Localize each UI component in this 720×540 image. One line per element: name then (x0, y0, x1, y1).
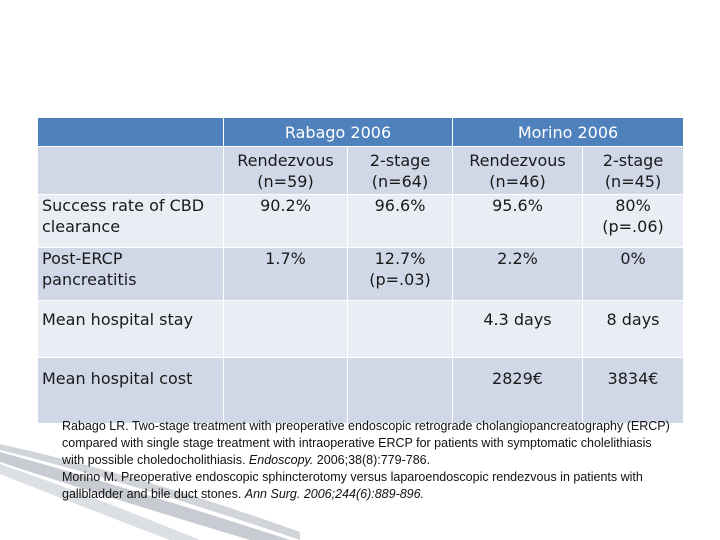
table-cell: 2829€ (452, 357, 583, 424)
table-cell: 96.6% (347, 194, 453, 248)
reference-citation: 2006;38(8):779-786. (313, 453, 431, 467)
sub-header-cell: Rendezvous (n=46) (452, 146, 583, 195)
reference-journal: Ann Surg. 2006;244(6):889-896. (244, 487, 425, 501)
table-cell (223, 300, 348, 358)
row-label: Post-ERCP pancreatitis (37, 247, 224, 301)
references: Rabago LR. Two-stage treatment with preo… (62, 418, 672, 503)
row-label: Mean hospital stay (37, 300, 224, 358)
table-row: Mean hospital stay 4.3 days 8 days (37, 300, 685, 358)
row-label: Mean hospital cost (37, 357, 224, 424)
table-cell: 2.2% (452, 247, 583, 301)
sub-header-cell: 2-stage (n=45) (581, 146, 685, 195)
reference-morino: Morino M. Preoperative endoscopic sphinc… (62, 469, 672, 503)
sub-header-cell: 2-stage (n=64) (347, 146, 453, 195)
group-header-rabago: Rabago 2006 (223, 117, 453, 147)
table-cell: 3834€ (581, 357, 685, 424)
table-cell: 4.3 days (452, 300, 583, 358)
group-header-row: Rabago 2006 Morino 2006 (37, 117, 685, 147)
table-cell: 8 days (581, 300, 685, 358)
reference-text: Rabago LR. Two-stage treatment with preo… (62, 419, 670, 467)
group-header-morino: Morino 2006 (451, 117, 685, 147)
reference-rabago: Rabago LR. Two-stage treatment with preo… (62, 418, 672, 469)
table-cell: 95.6% (452, 194, 583, 248)
table-cell: 1.7% (223, 247, 348, 301)
table-cell (223, 357, 348, 424)
table-cell (347, 300, 453, 358)
table-row: Post-ERCP pancreatitis 1.7% 12.7% (p=.03… (37, 247, 685, 301)
decorative-swoosh (0, 444, 300, 540)
sub-header-row: Rendezvous (n=59) 2-stage (n=64) Rendezv… (37, 146, 685, 195)
row-label: Success rate of CBD clearance (37, 194, 224, 248)
table-cell: 80% (p=.06) (581, 194, 685, 248)
sub-header-cell: Rendezvous (n=59) (223, 146, 348, 195)
table-row: Success rate of CBD clearance 90.2% 96.6… (37, 194, 685, 248)
sub-header-empty-cell (37, 146, 224, 195)
table-row: Mean hospital cost 2829€ 3834€ (37, 357, 685, 424)
reference-text: Morino M. Preoperative endoscopic sphinc… (62, 470, 643, 501)
comparison-table: Rabago 2006 Morino 2006 Rendezvous (n=59… (37, 117, 685, 424)
header-empty-cell (37, 117, 224, 147)
reference-journal: Endoscopy. (248, 453, 314, 467)
table-cell: 0% (581, 247, 685, 301)
table-cell (347, 357, 453, 424)
table-cell: 90.2% (223, 194, 348, 248)
table-cell: 12.7% (p=.03) (347, 247, 453, 301)
